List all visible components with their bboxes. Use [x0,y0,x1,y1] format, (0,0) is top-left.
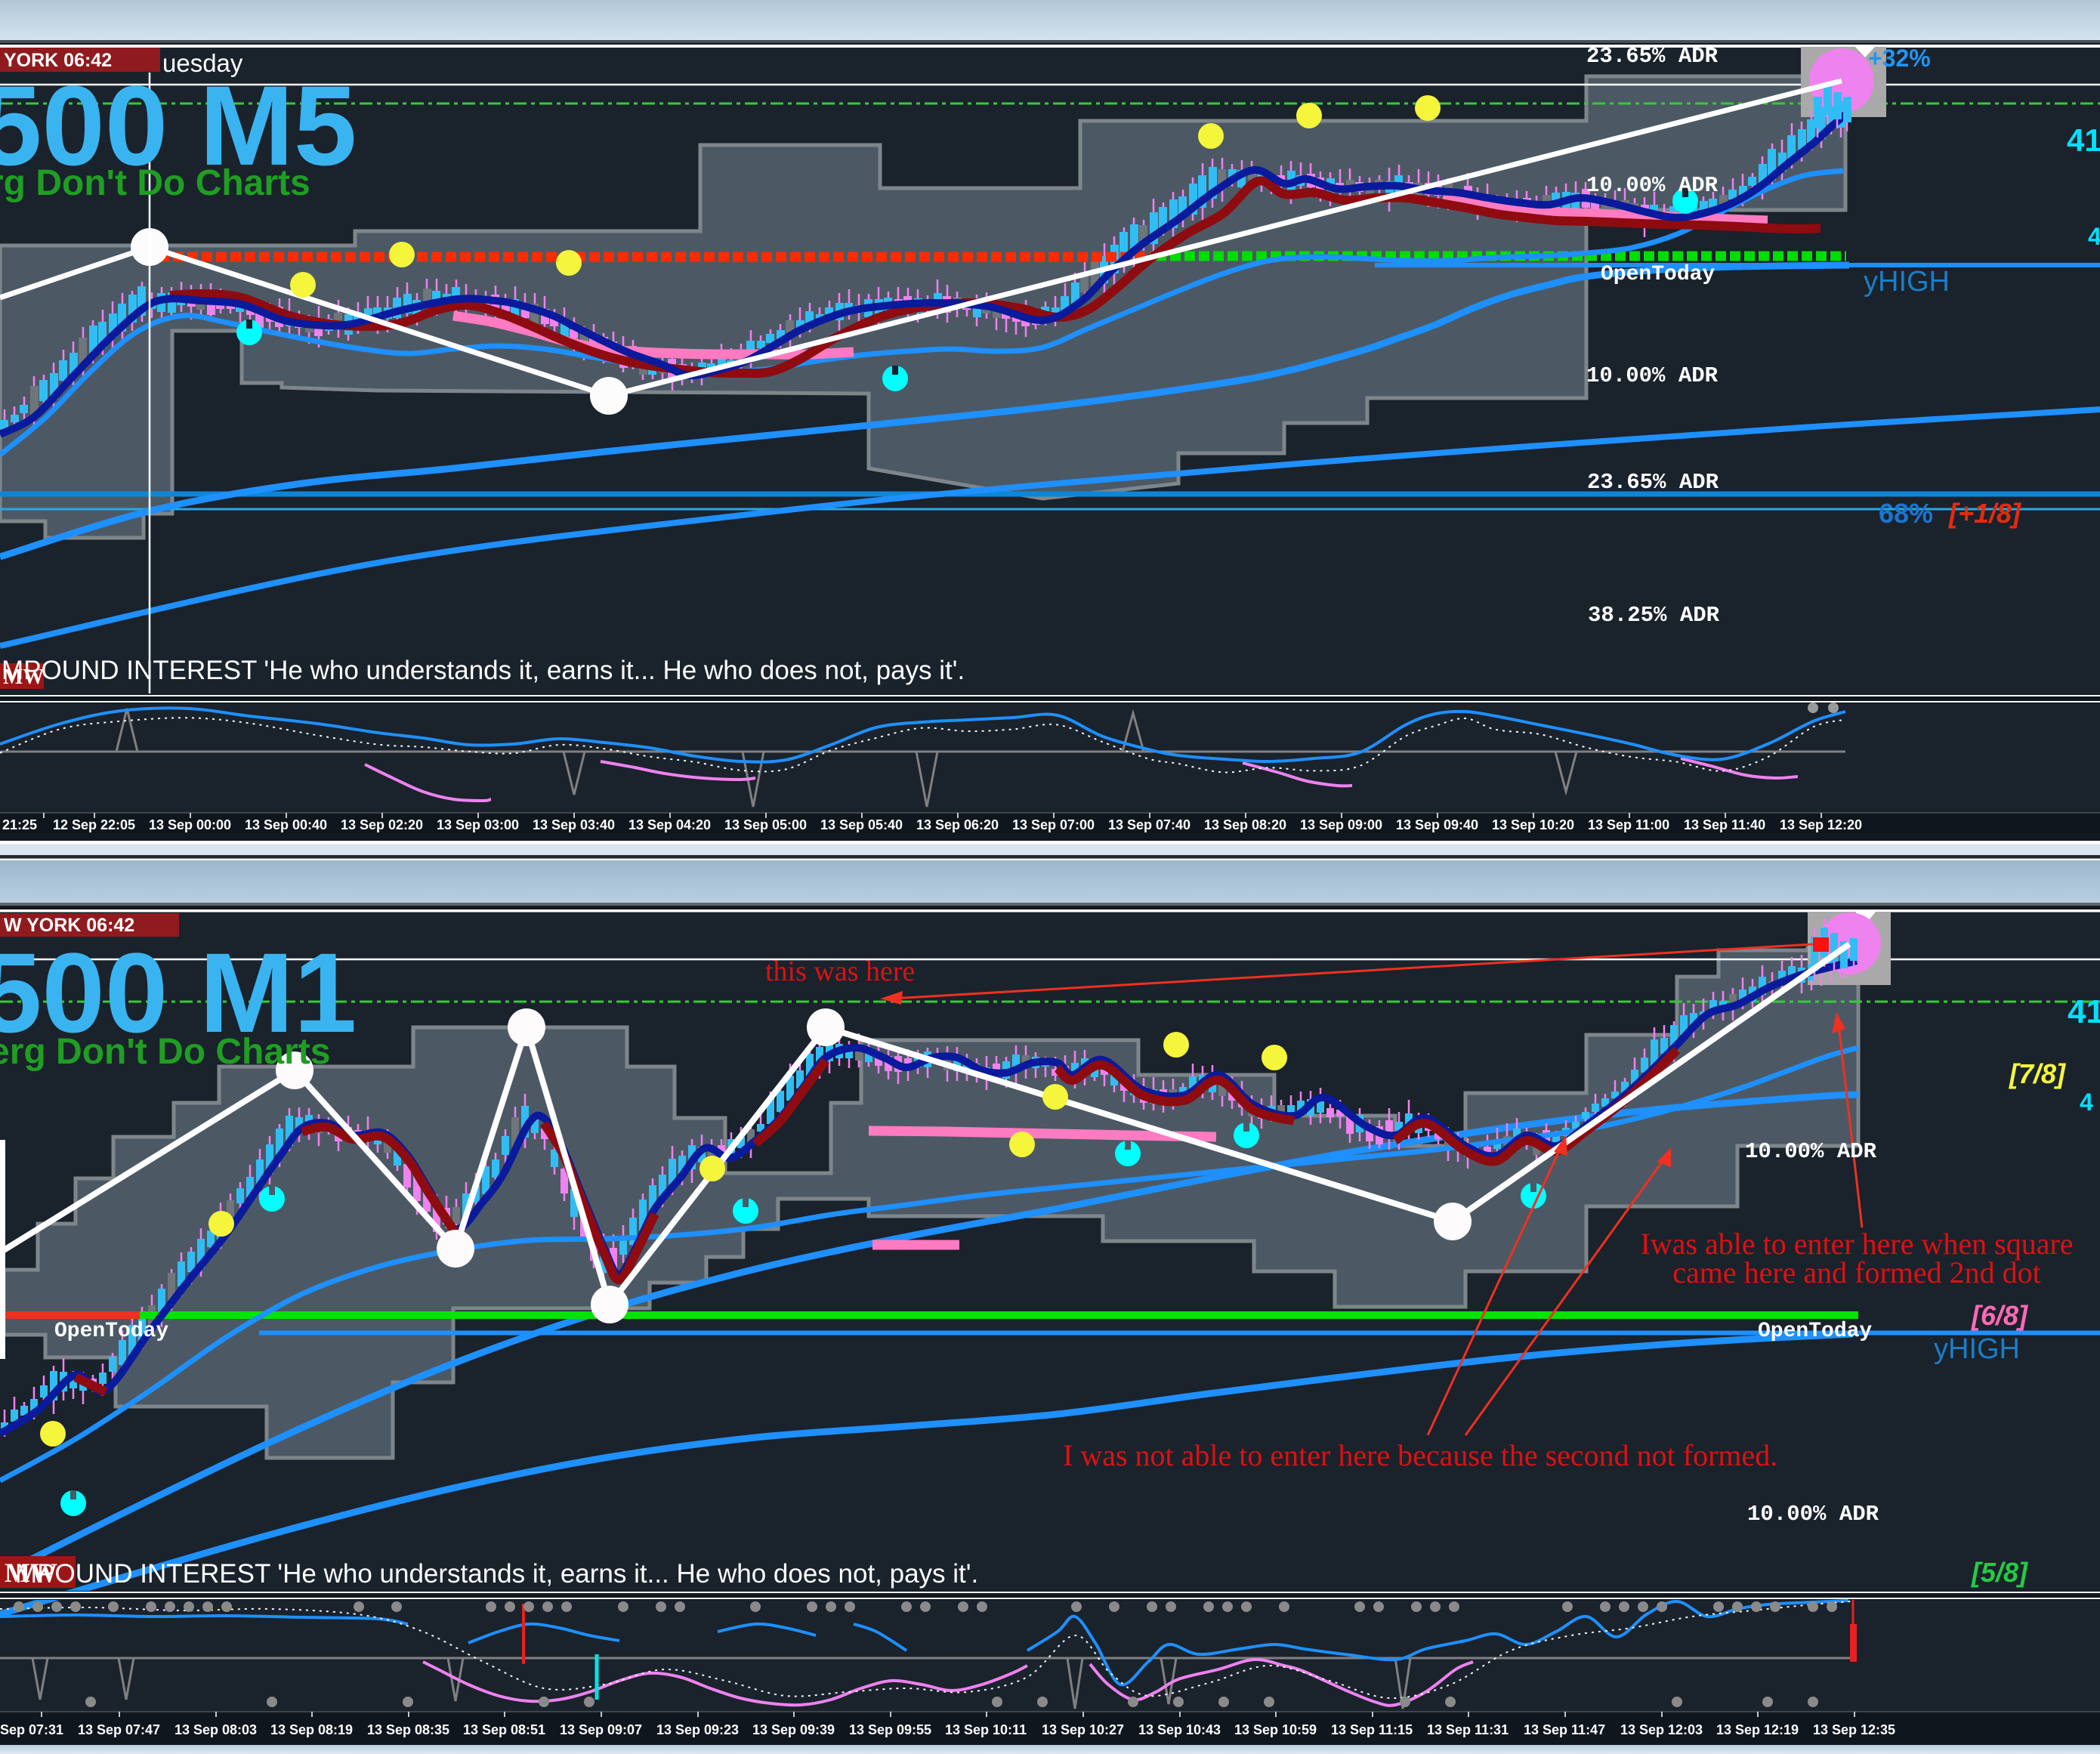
svg-text:I was not able to enter here b: I was not able to enter here because the… [1063,1438,1777,1472]
svg-text:500 M5: 500 M5 [0,62,357,189]
svg-text:13 Sep 08:35: 13 Sep 08:35 [367,1722,449,1737]
svg-text:OpenToday: OpenToday [1601,263,1715,286]
svg-text:41: 41 [2068,993,2100,1030]
svg-text:13 Sep 10:20: 13 Sep 10:20 [1492,817,1574,832]
svg-text:13 Sep 07:47: 13 Sep 07:47 [78,1722,160,1737]
svg-text:[7/8]: [7/8] [2009,1058,2066,1089]
svg-text:13 Sep 05:00: 13 Sep 05:00 [724,817,807,832]
svg-text:21:25: 21:25 [2,817,37,832]
svg-text:13 Sep 08:51: 13 Sep 08:51 [463,1722,545,1737]
svg-text:500 M1: 500 M1 [0,929,357,1056]
svg-text:13 Sep 03:00: 13 Sep 03:00 [437,817,519,832]
svg-text:23.65% ADR: 23.65% ADR [1586,44,1719,69]
svg-text:[+1/8]: [+1/8] [1948,498,2021,529]
svg-text:10.00% ADR: 10.00% ADR [1745,1139,1877,1164]
svg-text:13 Sep 10:11: 13 Sep 10:11 [945,1722,1027,1737]
svg-text:13 Sep 07:40: 13 Sep 07:40 [1108,817,1191,832]
svg-text:12 Sep 22:05: 12 Sep 22:05 [53,817,135,832]
svg-text:yHIGH: yHIGH [1934,1333,2020,1365]
svg-text:13 Sep 00:40: 13 Sep 00:40 [245,817,327,832]
svg-text:13 Sep 09:55: 13 Sep 09:55 [849,1722,931,1737]
svg-text:23.65% ADR: 23.65% ADR [1587,470,1719,495]
svg-text:13 Sep 04:20: 13 Sep 04:20 [628,817,711,832]
svg-text:13 Sep 12:20: 13 Sep 12:20 [1780,817,1862,832]
svg-text:13 Sep 10:59: 13 Sep 10:59 [1234,1722,1317,1737]
svg-text:erg Don't Do Charts: erg Don't Do Charts [0,1032,330,1072]
svg-text:OpenToday: OpenToday [1758,1320,1872,1343]
svg-text:13 Sep 09:23: 13 Sep 09:23 [656,1722,739,1737]
svg-text:MPOUND INTEREST 'He who under: MPOUND INTEREST 'He who understands it, … [2,656,965,685]
svg-text:Sep 07:31: Sep 07:31 [0,1722,63,1737]
svg-text:10.00% ADR: 10.00% ADR [1586,363,1719,388]
svg-text:MW: MW [5,1558,57,1588]
svg-text:13 Sep 11:15: 13 Sep 11:15 [1331,1722,1413,1737]
svg-text:13 Sep 09:40: 13 Sep 09:40 [1396,817,1478,832]
svg-text:13 Sep 11:00: 13 Sep 11:00 [1588,817,1669,832]
svg-text:MW: MW [3,665,44,689]
svg-text:[6/8]: [6/8] [1971,1300,2028,1331]
svg-text:yHIGH: yHIGH [1864,266,1950,298]
svg-text:13 Sep 08:19: 13 Sep 08:19 [270,1722,353,1737]
svg-text:13 Sep 11:40: 13 Sep 11:40 [1684,817,1765,832]
svg-text:uesday: uesday [162,49,243,77]
svg-text:10.00% ADR: 10.00% ADR [1586,173,1719,198]
svg-text:13 Sep 12:35: 13 Sep 12:35 [1813,1722,1895,1737]
svg-text:13 Sep 08:03: 13 Sep 08:03 [174,1722,257,1737]
svg-text:13 Sep 11:31: 13 Sep 11:31 [1427,1722,1509,1737]
svg-text:13 Sep 02:20: 13 Sep 02:20 [341,817,423,832]
svg-text:13 Sep 03:40: 13 Sep 03:40 [533,817,615,832]
svg-text:13 Sep 12:19: 13 Sep 12:19 [1716,1722,1799,1737]
svg-text:13 Sep 05:40: 13 Sep 05:40 [820,817,903,832]
svg-text:13 Sep 12:03: 13 Sep 12:03 [1620,1722,1703,1737]
svg-text:13 Sep 09:39: 13 Sep 09:39 [752,1722,835,1737]
svg-text:13 Sep 08:20: 13 Sep 08:20 [1204,817,1286,832]
svg-text:this was here: this was here [765,956,915,987]
svg-text:came here and formed 2nd dot: came here and formed 2nd dot [1672,1255,2041,1289]
svg-text:13 Sep 10:43: 13 Sep 10:43 [1138,1722,1221,1737]
svg-text:MPOUND INTEREST 'He who under: MPOUND INTEREST 'He who understands it, … [15,1559,978,1589]
svg-text:YORK 06:42: YORK 06:42 [4,50,112,71]
svg-text:10.00% ADR: 10.00% ADR [1747,1502,1879,1527]
svg-text:38.25% ADR: 38.25% ADR [1588,603,1720,628]
svg-text:13 Sep 09:07: 13 Sep 09:07 [560,1722,642,1737]
svg-text:13 Sep 11:47: 13 Sep 11:47 [1524,1722,1605,1737]
svg-text:W YORK 06:42: W YORK 06:42 [4,915,134,936]
svg-text:13 Sep 09:00: 13 Sep 09:00 [1300,817,1382,832]
svg-text:rg Don't Do Charts: rg Don't Do Charts [0,163,310,203]
svg-text:OpenToday: OpenToday [54,1320,168,1343]
svg-text:13 Sep 07:00: 13 Sep 07:00 [1012,817,1095,832]
svg-text:4: 4 [2080,1089,2093,1116]
svg-text:+32%: +32% [1868,45,1931,72]
svg-text:[5/8]: [5/8] [1971,1557,2028,1588]
svg-text:13 Sep 06:20: 13 Sep 06:20 [916,817,999,832]
svg-text:4: 4 [2088,223,2100,250]
svg-text:41: 41 [2067,122,2100,158]
svg-text:68%: 68% [1879,498,1933,529]
svg-text:Iwas able to enter here when s: Iwas able to enter here when square [1640,1227,2073,1261]
svg-text:13 Sep 10:27: 13 Sep 10:27 [1042,1722,1124,1737]
svg-text:13 Sep 00:00: 13 Sep 00:00 [149,817,231,832]
